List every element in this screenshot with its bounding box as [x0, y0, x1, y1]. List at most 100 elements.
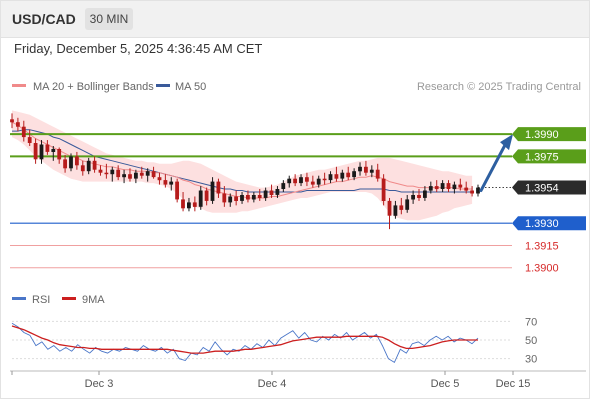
candle-body: [446, 183, 451, 189]
rsi-tick-label: 50: [525, 335, 537, 347]
candle-body: [287, 178, 292, 184]
rsi-line: [11, 322, 479, 364]
candle-body: [139, 172, 144, 176]
candle-body: [381, 178, 386, 201]
support-label-box: [512, 216, 586, 231]
candle-body: [476, 187, 480, 194]
candle-body: [417, 195, 421, 198]
candle-body: [10, 119, 14, 123]
candle-body: [80, 165, 85, 172]
candle-body: [228, 196, 233, 203]
timestamp: Friday, December 5, 2025 4:36:45 AM CET: [14, 41, 263, 56]
ma20-legend-swatch: [12, 84, 26, 87]
candle-body: [63, 159, 67, 169]
candle-body: [440, 183, 445, 189]
candle-body: [470, 190, 474, 194]
candle-body: [181, 199, 185, 209]
candle-body: [33, 143, 38, 160]
candle-body: [192, 202, 197, 207]
candle-body: [104, 172, 109, 175]
candle-body: [51, 149, 56, 152]
candle-body: [305, 177, 309, 182]
candle-body: [163, 180, 168, 185]
x-tick-label: Dec 3: [85, 378, 114, 390]
candle-body: [269, 190, 274, 195]
resistance-label: 1.3975: [525, 151, 559, 163]
candle-body: [57, 149, 62, 160]
timeframe-button[interactable]: 30 MIN: [85, 8, 133, 30]
candle-body: [299, 177, 303, 184]
candle-body: [423, 190, 427, 198]
forecast-arrow-head: [500, 134, 513, 151]
candle-body: [251, 195, 256, 200]
candle-body: [393, 205, 398, 216]
candle-body: [39, 144, 44, 160]
support-label: 1.3930: [525, 218, 559, 230]
candle-body: [281, 183, 286, 189]
candle-body: [358, 166, 362, 172]
candle-body: [434, 186, 439, 190]
forecast-arrow-shaft: [479, 141, 508, 193]
candle-body: [116, 169, 121, 178]
rsi-panel: 70 50 30: [11, 316, 537, 366]
candle-body: [293, 178, 297, 184]
candle-body: [69, 156, 73, 169]
candle-body: [275, 189, 280, 195]
candle-body: [310, 181, 315, 185]
candle-body: [246, 195, 250, 200]
candle-body: [198, 190, 203, 207]
x-tick-label: Dec 4: [258, 378, 287, 390]
candle-body: [316, 178, 321, 185]
candle-body: [98, 169, 103, 173]
copyright-text: Research © 2025 Trading Central: [417, 81, 581, 93]
candle-body: [399, 205, 404, 210]
candle-body: [458, 184, 463, 188]
rsi-ma-line: [11, 325, 478, 354]
resistance-label-box: [512, 127, 586, 142]
candle-body: [364, 166, 368, 173]
rsi-legend-label: RSI: [32, 294, 50, 306]
candle-body: [411, 195, 415, 200]
candle-body: [21, 126, 26, 138]
level-label: 1.3900: [525, 263, 559, 275]
level-label: 1.3915: [525, 240, 559, 252]
candle-body: [328, 174, 333, 181]
candle-body: [464, 187, 469, 191]
candle-body: [405, 199, 410, 210]
current-price-label: 1.3954: [525, 183, 559, 195]
rsi-tick-label: 30: [525, 354, 537, 366]
candle-body: [151, 171, 156, 178]
candle-body: [352, 171, 356, 178]
chart-header: USD/CAD 30 MIN: [0, 0, 590, 38]
candle-body: [375, 169, 380, 179]
candle-body: [346, 172, 351, 178]
candle-body: [27, 137, 32, 143]
resistance-label-box: [512, 149, 586, 164]
candle-body: [45, 144, 50, 152]
candle-body: [428, 186, 433, 191]
candle-body: [369, 169, 374, 173]
x-tick-label: Dec 15: [496, 378, 531, 390]
candle-body: [234, 196, 238, 201]
ma50-line: [12, 129, 473, 193]
candle-body: [134, 172, 138, 179]
candle-body: [157, 177, 162, 181]
candle-body: [222, 193, 227, 203]
candle-body: [240, 195, 244, 201]
candle-body: [86, 160, 91, 172]
candle-body: [75, 156, 79, 166]
candle-body: [110, 169, 115, 175]
candle-body: [169, 181, 174, 185]
candle-body: [16, 122, 20, 127]
candle-body: [452, 184, 457, 190]
rsi-tick-label: 70: [525, 316, 537, 328]
candle-body: [322, 178, 327, 181]
ma50-legend-label: MA 50: [175, 81, 206, 93]
current-price-label-box: [512, 180, 586, 195]
price-panel: 1.3990 1.3975 1.3954 1.3930 1.3915 1.3900: [10, 110, 586, 275]
ma20-legend-label: MA 20 + Bollinger Bands: [33, 81, 154, 93]
candle-body: [334, 174, 339, 179]
candle-body: [187, 202, 191, 209]
ma9-legend-label: 9MA: [82, 294, 105, 306]
